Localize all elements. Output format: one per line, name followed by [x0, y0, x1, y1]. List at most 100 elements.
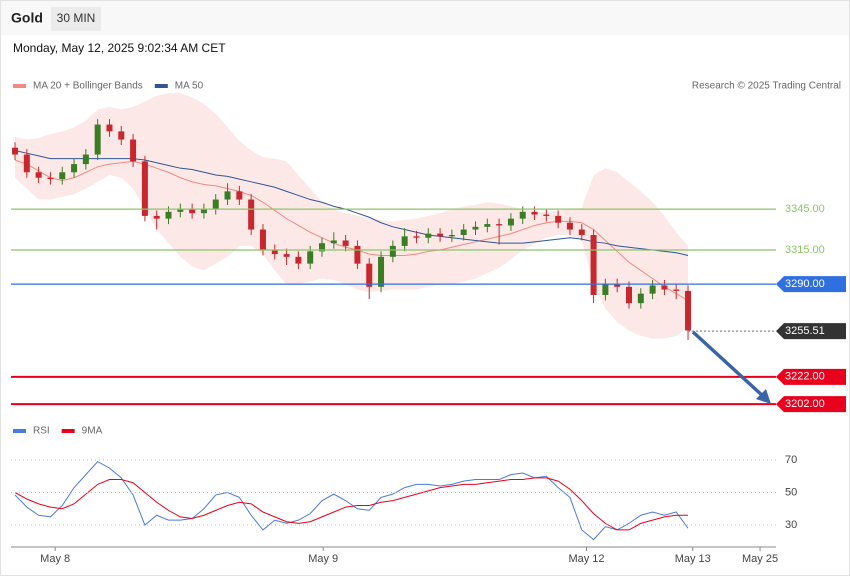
- candle-body: [472, 226, 479, 230]
- candle-body: [236, 191, 243, 200]
- level-label-box: [776, 396, 846, 413]
- candle-body: [153, 215, 160, 219]
- legend-label: MA 20 + Bollinger Bands: [33, 81, 143, 92]
- level-label: 3202.00: [785, 398, 825, 410]
- candle-body: [378, 256, 385, 287]
- candle-body: [283, 254, 290, 257]
- ma-line: [14, 159, 689, 301]
- rsi-line: [14, 477, 689, 531]
- candle-body: [625, 286, 632, 304]
- candle-body: [649, 285, 656, 294]
- candle-body: [59, 172, 66, 180]
- candle-body: [614, 284, 621, 287]
- candle-body: [330, 240, 337, 244]
- legend-swatch: [154, 84, 168, 88]
- legend-swatch: [13, 429, 26, 433]
- candle-body: [118, 131, 125, 140]
- candle-body: [413, 236, 420, 238]
- legend-label: 9MA: [82, 426, 103, 437]
- timeframe[interactable]: 30 MIN: [57, 11, 96, 25]
- candle-body: [271, 250, 278, 255]
- candle-body: [602, 284, 609, 295]
- candle-body: [437, 233, 444, 237]
- legend-swatch: [13, 84, 26, 88]
- source: Research © 2025 Trading Central: [692, 81, 841, 92]
- candle-body: [177, 209, 184, 212]
- header-bar: [1, 1, 849, 35]
- rsi-line: [14, 460, 689, 541]
- level-label: 3315.00: [785, 244, 825, 256]
- candle-body: [319, 243, 326, 252]
- level-label: 3345.00: [785, 203, 825, 215]
- level-label-box: [776, 323, 846, 340]
- candle-body: [82, 154, 89, 165]
- bollinger-band: [15, 93, 689, 339]
- candle-body: [661, 285, 668, 290]
- candle-body: [12, 147, 19, 155]
- subtitle: Monday, May 12, 2025 9:02:34 AM CET: [13, 41, 226, 55]
- candle-body: [130, 139, 137, 162]
- x-tick-label: May 12: [568, 553, 604, 565]
- candle-body: [685, 290, 692, 331]
- candle-body: [425, 233, 432, 238]
- legend-label: MA 50: [175, 81, 204, 92]
- candle-body: [519, 211, 526, 219]
- arrow-head: [756, 389, 771, 404]
- candle-body: [389, 245, 396, 257]
- candle-body: [94, 124, 101, 155]
- candle-body: [507, 218, 514, 226]
- candle-body: [673, 289, 680, 291]
- legend-swatch: [61, 429, 75, 433]
- candle-body: [248, 199, 255, 230]
- projection-arrow: [691, 330, 766, 399]
- candle-body: [448, 235, 455, 237]
- level-label-box: [776, 368, 846, 385]
- candle-body: [212, 199, 219, 210]
- candle-body: [307, 251, 314, 264]
- candle-body: [555, 215, 562, 223]
- candle-body: [224, 191, 231, 200]
- candle-body: [141, 161, 148, 216]
- x-tick-label: May 9: [308, 553, 338, 565]
- chart-title: Gold: [11, 10, 43, 26]
- candle-body: [496, 224, 503, 226]
- plot-layer: [12, 93, 692, 541]
- candle-body: [637, 293, 644, 304]
- level-label: 3222.00: [785, 371, 825, 383]
- candle-body: [566, 222, 573, 230]
- level-label-box: [776, 276, 846, 293]
- candle-body: [106, 124, 113, 132]
- x-tick-label: May 25: [742, 553, 778, 565]
- x-tick-label: May 13: [675, 553, 711, 565]
- candle-body: [578, 229, 585, 235]
- candle-body: [460, 229, 467, 235]
- candle-body: [165, 211, 172, 219]
- level-label: 3255.51: [785, 325, 825, 337]
- ma-line: [14, 149, 689, 256]
- candle-body: [200, 209, 207, 214]
- level-label: 3290.00: [785, 278, 825, 290]
- candle-body: [71, 164, 78, 173]
- timeframe-tag[interactable]: [51, 7, 101, 31]
- candle-body: [531, 211, 538, 215]
- legend-label: RSI: [33, 426, 50, 437]
- candle-body: [543, 214, 550, 216]
- candle-body: [189, 209, 196, 214]
- candle-body: [590, 235, 597, 295]
- y-tick-label: 30: [785, 519, 797, 531]
- candle-body: [47, 177, 54, 180]
- candle-body: [295, 256, 302, 264]
- candle-body: [23, 154, 30, 173]
- candle-body: [35, 172, 42, 178]
- y-tick-label: 50: [785, 486, 797, 498]
- y-tick-label: 70: [785, 454, 797, 466]
- candle-body: [354, 245, 361, 264]
- candle-body: [366, 263, 373, 287]
- candle-body: [342, 240, 349, 246]
- x-tick-label: May 8: [40, 553, 70, 565]
- candle-body: [401, 236, 408, 246]
- candle-body: [259, 229, 266, 250]
